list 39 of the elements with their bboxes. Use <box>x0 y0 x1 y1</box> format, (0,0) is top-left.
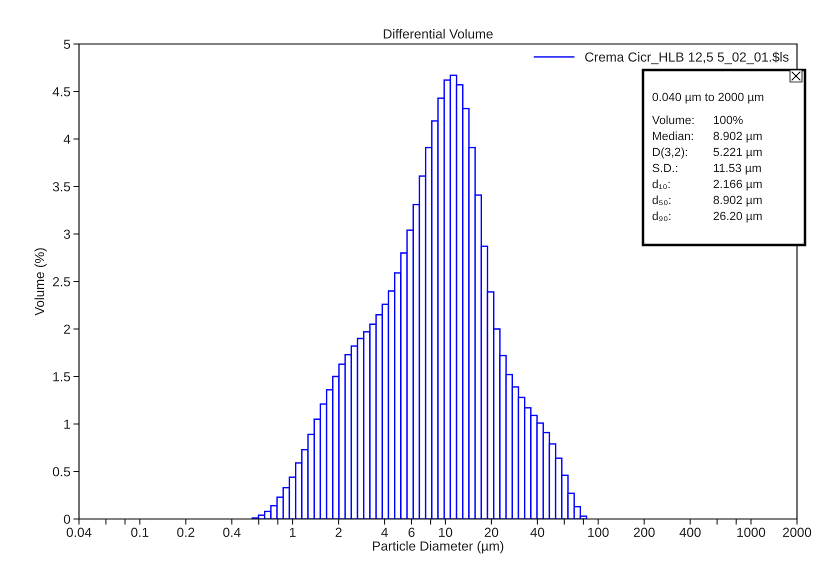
y-tick-label: 4.5 <box>52 87 70 96</box>
text: d₅₀: 8.902 µm <box>652 195 762 207</box>
text: Volume: 100% <box>652 116 743 124</box>
x-tick-label: 10 <box>439 528 452 538</box>
y-tick-label: 3 <box>64 230 70 239</box>
x-tick-label: 400 <box>679 528 701 538</box>
x-tick-label: 40 <box>530 528 544 538</box>
y-tick-label: 4 <box>64 134 70 144</box>
text: S.D.: 11.53 µm <box>652 164 761 175</box>
chart-title: Differential Volume <box>384 28 493 39</box>
text: D(3,2): 5.221 µm <box>652 148 762 159</box>
text: Median: 8.902 µm <box>652 132 762 143</box>
x-tick-label: 2 <box>336 528 342 537</box>
x-tick-label: 0.2 <box>177 528 194 538</box>
annotation: 0.040 µm to 2000 µm <box>652 92 764 104</box>
x-tick-label: 200 <box>634 528 655 538</box>
y-tick-label: 2.5 <box>52 277 70 286</box>
y-tick-label: 5 <box>64 40 70 49</box>
x-axis-title: Particle Diameter (µm) <box>372 541 504 554</box>
x-tick-label: 4 <box>381 528 388 537</box>
x-tick-label: 20 <box>484 528 498 538</box>
x-tick-label: 0.4 <box>223 528 241 538</box>
text: d₁₀: 2.166 µm <box>652 179 762 190</box>
y-axis-title: Volume (%) <box>34 248 47 316</box>
y-tick-label: 1.5 <box>53 372 70 382</box>
y-tick-label: 0.5 <box>52 467 70 476</box>
x-tick-label: 6 <box>408 528 415 538</box>
y-tick-label: 3.5 <box>52 182 70 192</box>
x-tick-label: 100 <box>588 528 609 538</box>
text: d₉₀: 26.20 µm <box>652 212 762 223</box>
y-tick-label: 1 <box>64 420 70 429</box>
y-tick-label: 0 <box>64 514 70 524</box>
legend-label: Crema Cicr_HLB 12,5 5_02_01.$ls <box>585 52 789 64</box>
x-tick-label: 0.1 <box>131 528 148 538</box>
x-tick-label: 1000 <box>737 528 766 538</box>
y-tick-label: 2 <box>64 324 70 334</box>
x-tick-label: 2000 <box>782 528 812 538</box>
x-tick-label: 1 <box>290 528 296 537</box>
x-tick-label: 0.04 <box>66 528 92 538</box>
